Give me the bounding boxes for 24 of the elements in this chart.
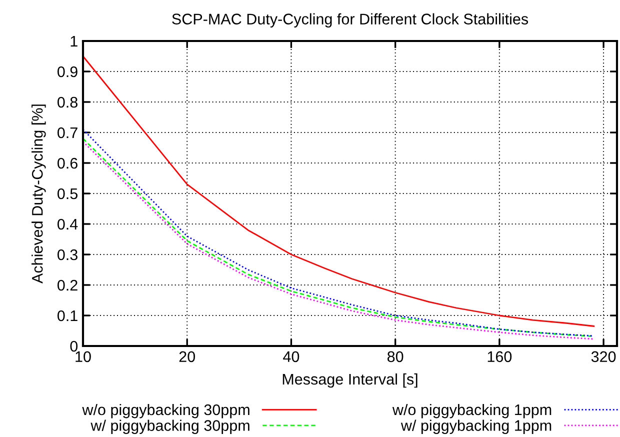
y-tick-label: 0: [70, 340, 78, 352]
x-tick-label: 40: [283, 351, 300, 362]
y-tick-label: 1: [70, 36, 78, 47]
x-tick-label: 20: [179, 351, 196, 362]
y-tick-label: 0.4: [58, 218, 78, 230]
x-tick-label: 160: [488, 351, 512, 362]
y-tick-label: 0.5: [58, 188, 78, 200]
y-tick-label: 0.3: [58, 249, 78, 260]
legend-label: w/ piggybacking 1ppm: [400, 420, 552, 434]
y-tick-label: 0.6: [58, 158, 78, 169]
legend-label: w/o piggybacking 30ppm: [82, 404, 250, 418]
x-axis-title: Message Interval [s]: [282, 373, 418, 388]
x-tick-label: 320: [591, 351, 616, 362]
legend-label: w/ piggybacking 30ppm: [90, 420, 250, 434]
y-tick-label: 0.1: [58, 310, 78, 322]
y-tick-label: 0.2: [58, 280, 78, 291]
chart-title: SCP-MAC Duty-Cycling for Different Clock Stabilities: [172, 13, 528, 28]
y-tick-label: 0.7: [58, 127, 78, 138]
y-tick-label: 0.8: [58, 96, 78, 108]
y-tick-label: 0.9: [58, 66, 78, 78]
y-axis-title: Achieved Duty-Cycling [%]: [32, 104, 46, 284]
x-tick-label: 80: [387, 351, 404, 362]
x-tick-label: 10: [76, 351, 91, 362]
legend-label: w/o piggybacking 1ppm: [392, 404, 552, 418]
